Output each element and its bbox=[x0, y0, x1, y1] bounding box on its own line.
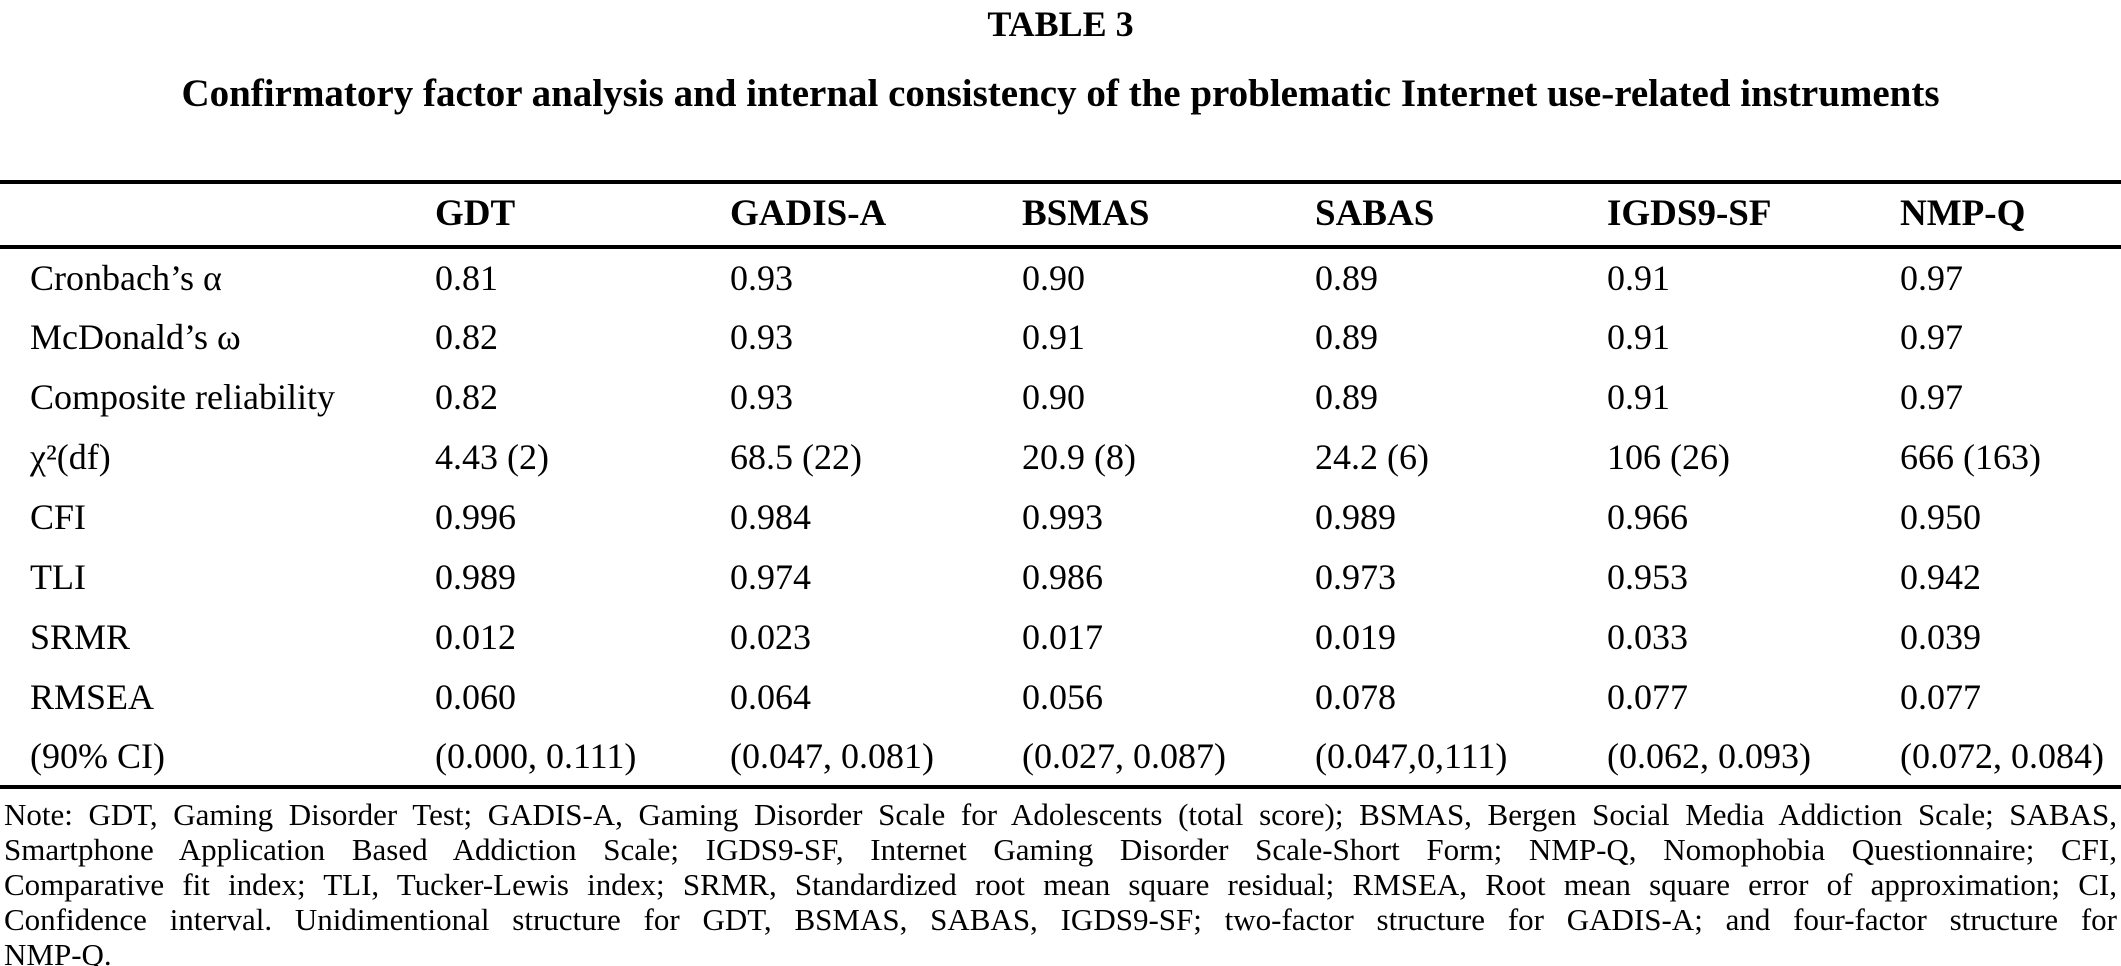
table-cell: 0.91 bbox=[1607, 317, 1670, 357]
row-label: McDonald’s ω bbox=[30, 317, 241, 357]
table-cell: 0.90 bbox=[1022, 258, 1085, 298]
table-cell: 0.056 bbox=[1022, 677, 1103, 717]
table-cell: 0.023 bbox=[730, 617, 811, 657]
table-cell: 0.97 bbox=[1900, 258, 1963, 298]
note-line: NMP-Q. bbox=[4, 937, 112, 966]
row-label: χ²(df) bbox=[30, 437, 111, 477]
table-cell: 0.97 bbox=[1900, 377, 1963, 417]
table-cell: 0.064 bbox=[730, 677, 811, 717]
table-cell: (0.062, 0.093) bbox=[1607, 736, 1811, 776]
table-cell: 0.93 bbox=[730, 317, 793, 357]
table-cell: 20.9 (8) bbox=[1022, 437, 1136, 477]
table-title: Confirmatory factor analysis and interna… bbox=[181, 72, 1940, 115]
row-label: Composite reliability bbox=[30, 377, 335, 417]
table-cell: 0.012 bbox=[435, 617, 516, 657]
table-cell: 0.82 bbox=[435, 317, 498, 357]
table-cell: 0.078 bbox=[1315, 677, 1396, 717]
table-row: McDonald’s ω 0.82 0.93 0.91 0.89 0.91 0.97 bbox=[0, 307, 2121, 367]
table-cell: 0.077 bbox=[1900, 677, 1981, 717]
table-cell: 0.950 bbox=[1900, 497, 1981, 537]
row-label: RMSEA bbox=[30, 677, 155, 717]
table-cell: (0.027, 0.087) bbox=[1022, 736, 1226, 776]
note-line: Comparative fit index; TLI, Tucker-Lewis… bbox=[4, 867, 2117, 902]
row-label: (90% CI) bbox=[30, 736, 165, 776]
table-cell: (0.047,0,111) bbox=[1315, 736, 1508, 776]
table-cell: 0.91 bbox=[1022, 317, 1085, 357]
table-cell: 0.984 bbox=[730, 497, 811, 537]
row-label: CFI bbox=[30, 497, 87, 537]
table-cell: 0.93 bbox=[730, 258, 793, 298]
table-cell: 0.039 bbox=[1900, 617, 1981, 657]
row-label: Cronbach’s α bbox=[30, 258, 222, 298]
table-cell: (0.072, 0.084) bbox=[1900, 736, 2104, 776]
column-header: IGDS9-SF bbox=[1607, 193, 1772, 234]
table-row: SRMR 0.012 0.023 0.017 0.019 0.033 0.039 bbox=[0, 607, 2121, 667]
table-cell: 24.2 (6) bbox=[1315, 437, 1429, 477]
column-header: NMP-Q bbox=[1900, 193, 2026, 234]
table-header-row: GDT GADIS-A BSMAS SABAS IGDS9-SF NMP-Q bbox=[0, 182, 2121, 247]
row-label: TLI bbox=[30, 557, 86, 597]
table-cell: 666 (163) bbox=[1900, 437, 2041, 477]
table-cell: 0.989 bbox=[1315, 497, 1396, 537]
table-cell: 0.996 bbox=[435, 497, 516, 537]
cfa-table: GDT GADIS-A BSMAS SABAS IGDS9-SF NMP-Q Cronba… bbox=[0, 180, 2121, 789]
table-cell: 0.017 bbox=[1022, 617, 1103, 657]
table-cell: 0.942 bbox=[1900, 557, 1981, 597]
column-header: GADIS-A bbox=[730, 193, 887, 234]
table-cell: 0.986 bbox=[1022, 557, 1103, 597]
table-row: Cronbach’s α 0.81 0.93 0.90 0.89 0.91 0.97 bbox=[0, 247, 2121, 307]
table-cell: 0.989 bbox=[435, 557, 516, 597]
table-cell: 0.97 bbox=[1900, 317, 1963, 357]
table-cell: 0.060 bbox=[435, 677, 516, 717]
table-cell: (0.000, 0.111) bbox=[435, 736, 637, 776]
table-cell: 4.43 (2) bbox=[435, 437, 549, 477]
table-cell: 0.973 bbox=[1315, 557, 1396, 597]
note-line: Smartphone Application Based Addiction S… bbox=[4, 832, 2117, 867]
table-row: (90% CI) (0.000, 0.111) (0.047, 0.081) (0.0… bbox=[0, 727, 2121, 787]
table-row: Composite reliability 0.82 0.93 0.90 0.89 0.9… bbox=[0, 367, 2121, 427]
table-cell: 0.993 bbox=[1022, 497, 1103, 537]
table-cell: 0.974 bbox=[730, 557, 811, 597]
row-label: SRMR bbox=[30, 617, 131, 657]
corner-cell bbox=[0, 182, 435, 247]
table-cell: 0.91 bbox=[1607, 258, 1670, 298]
table-cell: 106 (26) bbox=[1607, 437, 1730, 477]
table-cell: 0.033 bbox=[1607, 617, 1688, 657]
table-number: TABLE 3 bbox=[987, 4, 1134, 44]
table-cell: 0.91 bbox=[1607, 377, 1670, 417]
column-header: GDT bbox=[435, 193, 516, 234]
table-cell: 68.5 (22) bbox=[730, 437, 862, 477]
column-header: SABAS bbox=[1315, 193, 1435, 234]
table-cell: 0.077 bbox=[1607, 677, 1688, 717]
table-row: RMSEA 0.060 0.064 0.056 0.078 0.077 0.077 bbox=[0, 667, 2121, 727]
table-cell: 0.89 bbox=[1315, 258, 1378, 298]
table-cell: 0.90 bbox=[1022, 377, 1085, 417]
table-cell: 0.93 bbox=[730, 377, 793, 417]
table-cell: 0.89 bbox=[1315, 317, 1378, 357]
table-cell: 0.966 bbox=[1607, 497, 1688, 537]
table-cell: 0.89 bbox=[1315, 377, 1378, 417]
table-cell: 0.82 bbox=[435, 377, 498, 417]
table-row: TLI 0.989 0.974 0.986 0.973 0.953 0.942 bbox=[0, 547, 2121, 607]
note-line: Confidence interval. Unidimentional stru… bbox=[4, 902, 2117, 937]
table-note: Note: GDT, Gaming Disorder Test; GADIS-A… bbox=[0, 797, 2121, 966]
table-body: Cronbach’s α 0.81 0.93 0.90 0.89 0.91 0.97 McDo… bbox=[0, 247, 2121, 787]
column-header: BSMAS bbox=[1022, 193, 1150, 234]
table-cell: 0.953 bbox=[1607, 557, 1688, 597]
table-row: χ²(df) 4.43 (2) 68.5 (22) 20.9 (8) 24.2 (6) 1… bbox=[0, 427, 2121, 487]
note-line: Note: GDT, Gaming Disorder Test; GADIS-A… bbox=[4, 797, 2117, 832]
table-cell: 0.019 bbox=[1315, 617, 1396, 657]
table-cell: (0.047, 0.081) bbox=[730, 736, 934, 776]
table-row: CFI 0.996 0.984 0.993 0.989 0.966 0.950 bbox=[0, 487, 2121, 547]
table-cell: 0.81 bbox=[435, 258, 498, 298]
